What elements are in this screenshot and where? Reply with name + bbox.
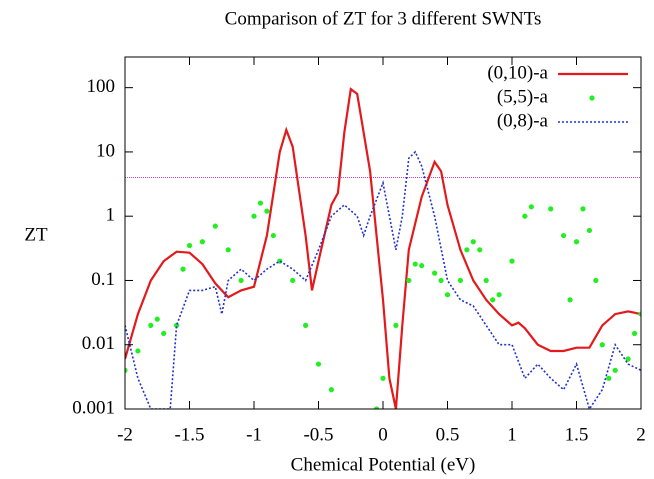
data-point: [270, 232, 276, 239]
chart-title: Comparison of ZT for 3 different SWNTs: [225, 8, 542, 29]
x-tick-label: -1: [246, 424, 262, 445]
data-point: [251, 213, 257, 219]
data-point: [438, 277, 444, 284]
data-point: [593, 277, 599, 284]
data-point: [567, 297, 573, 303]
data-point: [290, 277, 296, 284]
x-axis-label: Chemical Potential (eV): [291, 454, 476, 475]
data-point: [186, 242, 193, 249]
data-point: [373, 406, 380, 409]
y-tick-label: 0.01: [82, 333, 115, 354]
data-point: [419, 263, 425, 269]
data-point: [135, 348, 141, 354]
data-point: [586, 227, 593, 234]
legend-label: (0,10)-a: [487, 62, 548, 83]
data-point: [509, 258, 515, 264]
data-point: [148, 322, 154, 328]
x-tick-label: -0.5: [303, 424, 333, 445]
data-point: [612, 367, 618, 373]
x-tick-label: 0: [378, 424, 388, 445]
data-point: [199, 239, 205, 245]
x-tick-label: 0.5: [436, 424, 460, 445]
data-point: [606, 375, 612, 381]
y-axis-label: ZT: [24, 224, 48, 245]
y-tick-label: 0.001: [72, 397, 115, 418]
data-point: [477, 247, 483, 253]
plot-area: [125, 87, 641, 409]
x-tick-label: -2: [117, 424, 133, 445]
data-point: [528, 204, 534, 210]
x-tick-label: -1.5: [174, 424, 204, 445]
data-point: [580, 206, 586, 212]
y-tick-label: 10: [96, 140, 115, 161]
data-point: [548, 206, 554, 212]
data-point: [315, 361, 322, 367]
data-point: [599, 342, 605, 348]
data-point: [161, 330, 167, 337]
data-point: [212, 223, 218, 229]
data-point: [470, 239, 476, 245]
data-point: [303, 322, 309, 328]
legend-marker: [589, 95, 595, 101]
data-point: [464, 247, 470, 253]
legend-label: (5,5)-a: [497, 86, 549, 107]
y-tick-label: 100: [87, 76, 116, 97]
data-point: [561, 232, 567, 239]
y-tick-label: 0.1: [91, 269, 115, 290]
x-tick-label: 1: [507, 424, 517, 445]
data-point: [522, 213, 528, 219]
x-tick-label: 2: [636, 424, 646, 445]
data-point: [496, 292, 502, 298]
data-point: [483, 277, 489, 284]
data-point: [457, 277, 463, 284]
data-point: [238, 277, 244, 284]
data-point: [432, 270, 438, 276]
data-point: [225, 247, 231, 253]
series-line: [125, 87, 641, 409]
data-point: [638, 311, 641, 317]
series-line: [125, 150, 641, 409]
data-point: [328, 387, 334, 393]
data-point: [180, 266, 186, 272]
data-point: [573, 239, 580, 245]
data-point: [631, 330, 638, 337]
y-tick-label: 1: [106, 205, 116, 226]
data-point: [125, 367, 128, 373]
legend-label: (0,8)-a: [497, 110, 549, 131]
data-point: [264, 208, 270, 214]
data-point: [625, 356, 631, 362]
data-point: [154, 316, 160, 322]
data-point: [257, 200, 264, 206]
data-point: [412, 261, 418, 267]
data-point: [393, 322, 399, 328]
data-point: [444, 292, 451, 298]
data-point: [380, 375, 386, 381]
data-point: [406, 277, 412, 284]
data-point: [490, 297, 496, 303]
x-tick-label: 1.5: [565, 424, 589, 445]
